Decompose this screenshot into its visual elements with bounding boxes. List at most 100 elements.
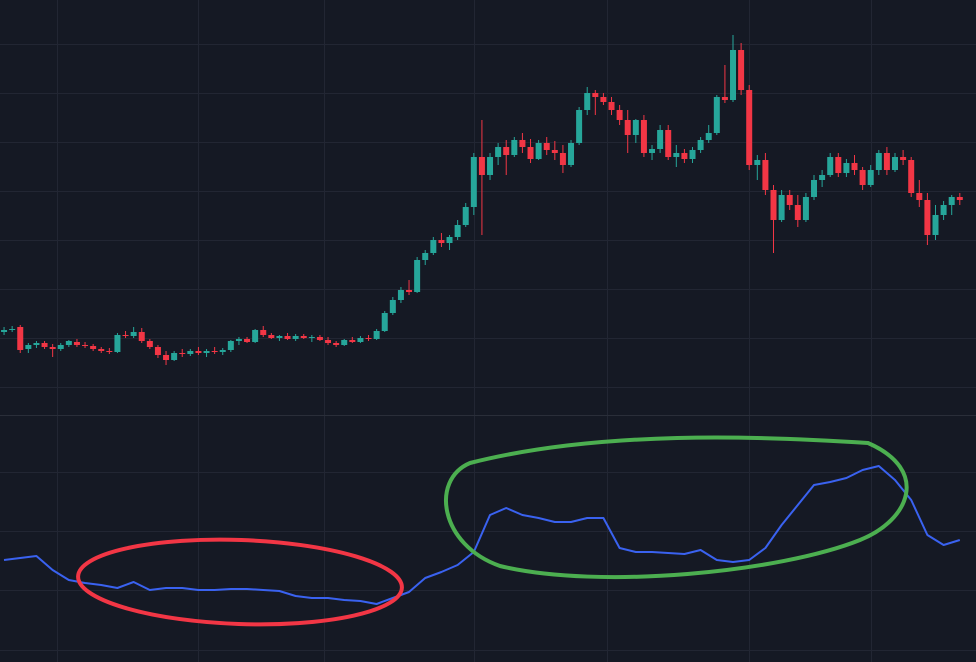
candle-body bbox=[82, 345, 89, 346]
candle-body bbox=[754, 160, 761, 165]
candle-body bbox=[956, 197, 963, 200]
candle-body bbox=[406, 290, 413, 292]
candle-body bbox=[770, 190, 777, 220]
candle-body bbox=[397, 290, 404, 300]
candle-body bbox=[681, 153, 688, 159]
candle-body bbox=[57, 345, 64, 349]
candle-body bbox=[568, 143, 575, 165]
candle-body bbox=[778, 195, 785, 220]
candle-body bbox=[211, 351, 218, 352]
candle-body bbox=[9, 329, 16, 330]
candle-body bbox=[632, 120, 639, 135]
candle-body bbox=[673, 153, 680, 157]
candle-body bbox=[422, 253, 429, 260]
candle-body bbox=[551, 150, 558, 153]
candle-body bbox=[187, 351, 194, 354]
candle-body bbox=[478, 157, 485, 175]
candle-body bbox=[138, 332, 145, 341]
candle-body bbox=[244, 339, 251, 342]
candle-body bbox=[33, 343, 40, 345]
indicator-line bbox=[3, 465, 961, 605]
candle-body bbox=[49, 347, 56, 349]
candle-body bbox=[414, 260, 421, 292]
candle-body bbox=[503, 147, 510, 155]
candle-body bbox=[25, 345, 32, 349]
candle-body bbox=[163, 355, 170, 360]
candle-body bbox=[786, 195, 793, 205]
marks bbox=[1, 35, 963, 605]
candle-body bbox=[867, 170, 874, 185]
candle-body bbox=[721, 97, 728, 100]
candle-body bbox=[195, 351, 202, 353]
candle-body bbox=[203, 351, 210, 353]
candle-body bbox=[649, 149, 656, 153]
candle-body bbox=[713, 97, 720, 133]
candle-body bbox=[268, 335, 275, 338]
candle-body bbox=[835, 157, 842, 173]
candle-body bbox=[883, 153, 890, 170]
candle-body bbox=[65, 341, 72, 345]
candle-body bbox=[908, 160, 915, 193]
candle-body bbox=[106, 351, 113, 352]
candle-body bbox=[495, 147, 502, 157]
candle-body bbox=[689, 150, 696, 159]
candle-body bbox=[827, 157, 834, 175]
candle-body bbox=[948, 197, 955, 205]
candle-body bbox=[640, 120, 647, 153]
candle-body bbox=[762, 160, 769, 190]
candle-body bbox=[527, 147, 534, 159]
candle-body bbox=[341, 340, 348, 345]
candle-body bbox=[932, 215, 939, 235]
candle-body bbox=[325, 340, 332, 343]
candle-body bbox=[576, 110, 583, 143]
candle-body bbox=[179, 353, 186, 354]
candle-body bbox=[446, 237, 453, 243]
candle-body bbox=[227, 341, 234, 350]
candle-body bbox=[487, 157, 494, 175]
candle-body bbox=[584, 93, 591, 110]
candle-body bbox=[851, 163, 858, 170]
candle-body bbox=[511, 140, 518, 155]
candle-body bbox=[122, 335, 129, 336]
candle-body bbox=[333, 343, 340, 345]
candle-body bbox=[697, 140, 704, 150]
candle-body bbox=[17, 327, 24, 350]
candle-body bbox=[90, 346, 97, 349]
candle-body bbox=[276, 336, 283, 338]
candle-body bbox=[454, 225, 461, 237]
candle-body bbox=[665, 130, 672, 157]
candle-body bbox=[373, 331, 380, 339]
candle-body bbox=[892, 157, 899, 170]
candle-body bbox=[171, 353, 178, 360]
candle-body bbox=[252, 330, 259, 342]
candle-body bbox=[308, 337, 315, 338]
candle-body bbox=[916, 193, 923, 200]
candle-body bbox=[430, 240, 437, 253]
candle-body bbox=[811, 180, 818, 197]
candle-body bbox=[535, 143, 542, 159]
candle-body bbox=[608, 102, 615, 110]
annotation-red bbox=[76, 537, 404, 627]
annotation-green bbox=[444, 435, 909, 580]
candle-body bbox=[462, 207, 469, 225]
candle-body bbox=[543, 143, 550, 150]
candle-body bbox=[146, 341, 153, 347]
candle-body bbox=[154, 347, 161, 355]
candle-body bbox=[859, 170, 866, 185]
candle-body bbox=[592, 93, 599, 97]
candle-body bbox=[730, 50, 737, 100]
candle-body bbox=[284, 336, 291, 339]
candle-body bbox=[438, 240, 445, 243]
candle-body bbox=[802, 197, 809, 220]
candle-body bbox=[657, 130, 664, 149]
candle-body bbox=[924, 200, 931, 235]
candle-body bbox=[519, 140, 526, 147]
candle-body bbox=[219, 350, 226, 352]
candle-body bbox=[738, 50, 745, 90]
candle-body bbox=[819, 175, 826, 180]
candle-body bbox=[73, 342, 80, 345]
candle-body bbox=[381, 313, 388, 331]
candle-body bbox=[316, 337, 323, 340]
